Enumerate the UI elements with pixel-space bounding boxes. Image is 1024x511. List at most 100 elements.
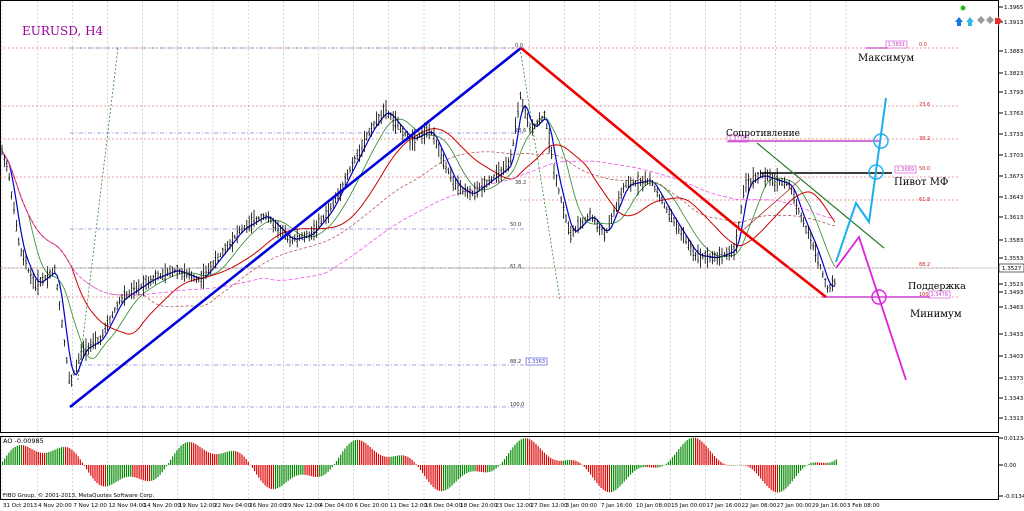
ao-bar <box>237 451 239 465</box>
time-tick-label: 15 Jan 00:00 <box>671 503 706 509</box>
ao-bar <box>52 450 54 465</box>
ao-bar <box>464 465 466 475</box>
ao-bar <box>209 453 212 465</box>
support-target-circle <box>871 289 887 305</box>
ao-bar <box>317 465 319 477</box>
ao-bar <box>281 465 283 486</box>
moving-averages <box>1 104 836 376</box>
ao-bar <box>413 461 415 465</box>
down-wave-line <box>741 229 827 299</box>
green-dot-icon[interactable] <box>960 5 966 11</box>
ao-bar <box>596 465 598 484</box>
ao-bar <box>31 449 33 465</box>
ao-bar <box>499 464 501 465</box>
ao-bar <box>461 465 464 476</box>
resistance-label: Сопротивление <box>726 129 800 139</box>
ao-bar <box>514 444 516 465</box>
ao-bar <box>167 463 170 465</box>
ao-bar <box>716 458 718 465</box>
ao-bar <box>128 465 130 477</box>
ao-bar <box>800 465 802 471</box>
ao-bar <box>644 465 646 468</box>
ao-bar <box>180 445 182 465</box>
ao-bar <box>275 465 277 489</box>
fib-price-tag <box>726 134 749 143</box>
ao-bar <box>46 452 48 465</box>
ao-bar <box>491 465 493 472</box>
ao-bar <box>545 454 548 465</box>
diamond-icon[interactable] <box>977 16 985 24</box>
time-tick-label: 12 Nov 04:00 <box>109 503 147 509</box>
ao-bar <box>241 454 243 465</box>
ao-bar <box>138 465 140 479</box>
ao-bar <box>489 465 491 472</box>
time-tick-label: 22 Nov 04:00 <box>214 503 252 509</box>
ao-bar <box>718 460 720 465</box>
fib-level-label: 100.0 <box>919 292 933 298</box>
ao-bar <box>617 465 619 489</box>
red-arrow-icon[interactable] <box>995 16 1002 26</box>
time-tick-label: 7 Nov 12:00 <box>73 503 107 509</box>
ao-bar <box>659 465 661 468</box>
ao-tick-label: -0.01344 <box>1004 494 1024 500</box>
ao-bar <box>804 465 806 467</box>
price-tick-label: 1.3463 <box>1004 305 1024 311</box>
ao-bar <box>367 445 369 465</box>
ao-bar <box>730 465 732 466</box>
ma-green-line <box>1 116 836 360</box>
ao-bar <box>541 450 543 465</box>
ao-bar <box>818 462 821 465</box>
ao-bar <box>409 458 411 465</box>
ao-bar <box>709 450 711 465</box>
ao-bar <box>713 455 716 465</box>
ao-bar <box>648 465 650 468</box>
ao-bar <box>695 437 697 465</box>
ao-bar <box>272 465 275 490</box>
ao-bar <box>531 440 533 465</box>
ao-bar <box>655 465 657 468</box>
ao-bar <box>579 463 581 465</box>
fib-level-label: 23.6 <box>515 128 526 134</box>
channel-line <box>756 142 885 249</box>
ao-bar <box>56 448 58 465</box>
ao-bar <box>170 459 172 465</box>
ao-bar <box>335 460 338 465</box>
ao-bar <box>665 463 667 465</box>
ao-bar <box>438 465 440 491</box>
ao-bar <box>92 465 94 479</box>
ao-bar <box>270 465 272 490</box>
price-axis: 1.3965 1.3913 1.3883 1.3823 1.3793 1.3763 1.37… <box>0 5 1024 500</box>
ao-bar <box>331 465 333 467</box>
ao-bar <box>266 465 268 488</box>
time-tick-label: 29 Nov 12:00 <box>284 503 322 509</box>
ao-bar <box>308 465 310 476</box>
ao-bar <box>344 448 346 465</box>
ao-bar <box>283 465 285 485</box>
ao-bar <box>289 465 291 480</box>
ao-bar <box>350 441 352 465</box>
ao-bar <box>16 445 18 465</box>
ao-bar <box>243 456 245 465</box>
ao-bar <box>239 453 241 465</box>
ao-bar <box>39 452 41 465</box>
blue-arrow-icon[interactable] <box>955 17 963 26</box>
ao-bar <box>739 464 741 466</box>
ao-bar <box>149 465 151 482</box>
diamond-icon[interactable] <box>986 16 994 24</box>
up-wave-line <box>69 46 522 409</box>
fib-level-label: 61.8 <box>919 197 930 203</box>
ao-bar <box>829 462 831 465</box>
ao-bar <box>342 451 344 465</box>
ao-bar <box>493 465 495 471</box>
ao-bar <box>411 459 413 465</box>
minimum-label: Минимум <box>910 309 962 320</box>
ao-bar <box>602 465 604 490</box>
light-blue-arrow-icon[interactable] <box>966 17 974 26</box>
ao-bar <box>75 453 77 465</box>
ao-bar <box>661 465 663 467</box>
ao-bar <box>329 465 331 470</box>
ao-bar <box>457 465 459 480</box>
ao-bar <box>361 440 363 465</box>
